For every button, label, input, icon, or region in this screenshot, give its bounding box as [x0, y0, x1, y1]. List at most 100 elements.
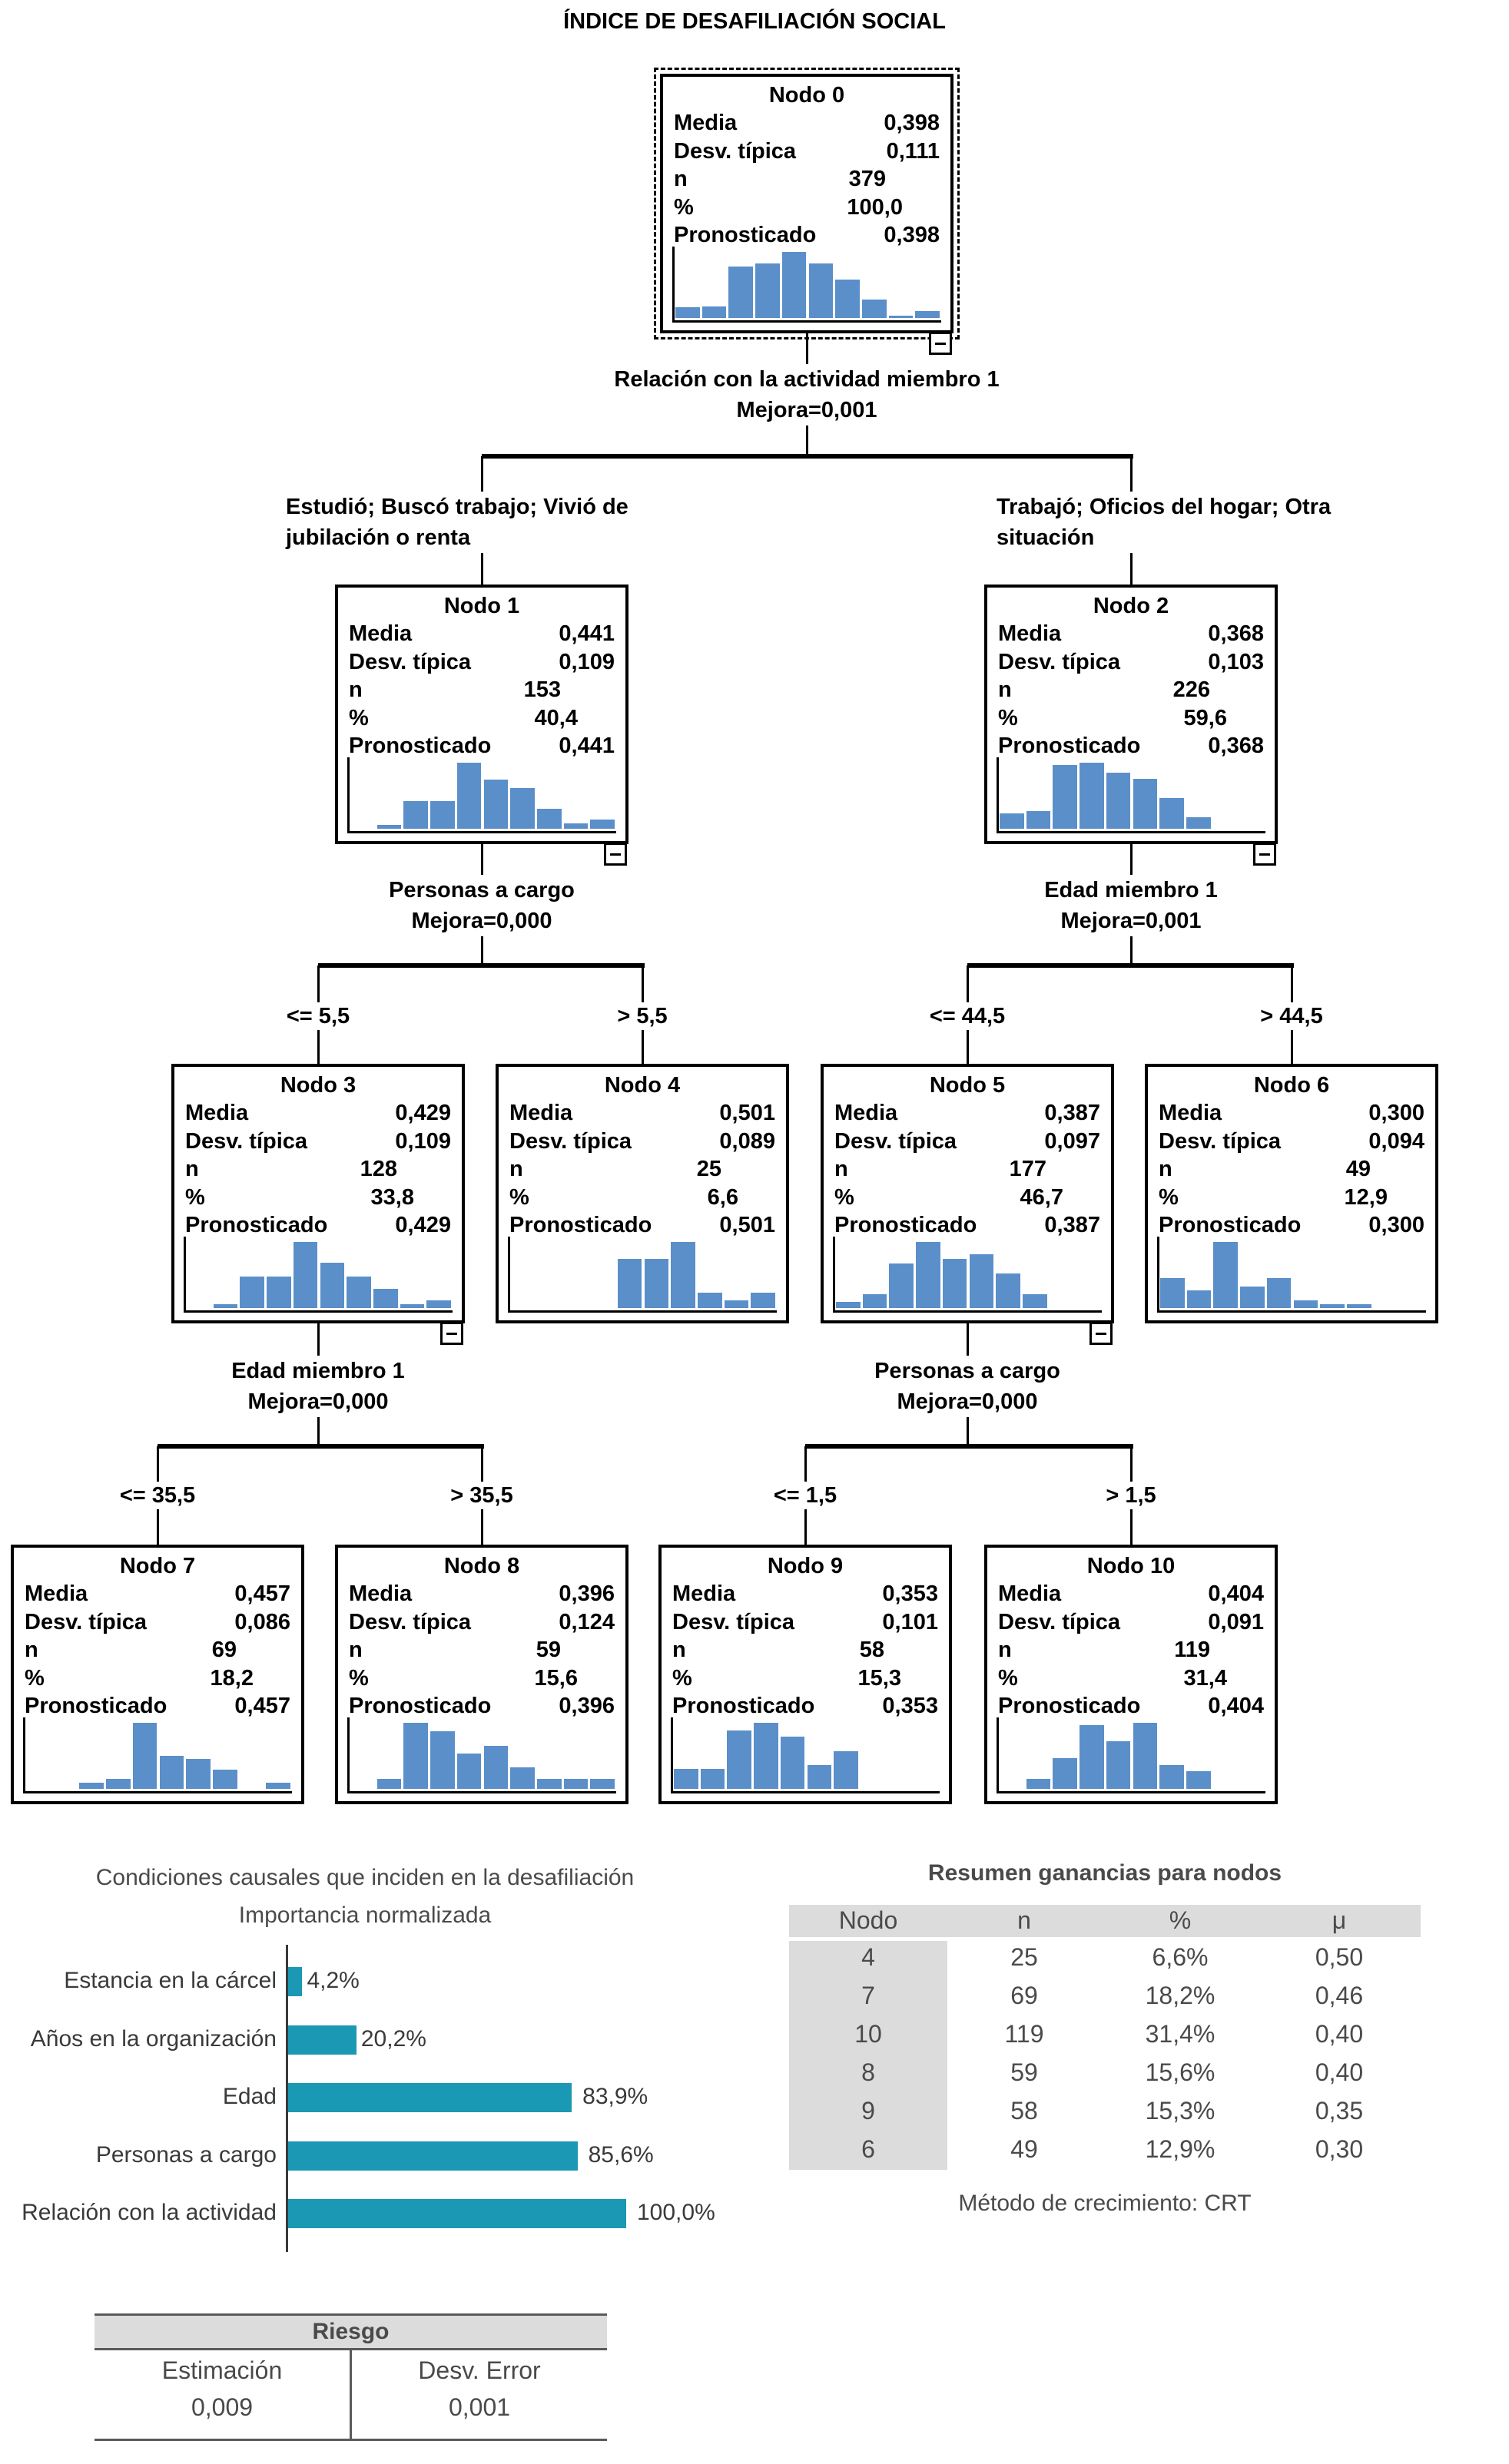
node-stat-value: 18,2: [210, 1665, 254, 1691]
node-title: Nodo 9: [767, 1554, 844, 1578]
node-title: Nodo 6: [1253, 1073, 1330, 1098]
node-stat-row-std: Desv. típica 0,124: [349, 1610, 615, 1638]
node-stat-label: Media: [185, 1101, 249, 1125]
node-histogram: [997, 757, 1265, 833]
split-improvement: Mejora=0,001: [1060, 909, 1202, 933]
node-stat-row-n: n 49: [1159, 1157, 1424, 1184]
histogram-bar: [320, 1262, 345, 1308]
histogram-bar: [266, 1783, 290, 1789]
node-stat-value: 0,368: [1208, 621, 1264, 646]
node-stat-row-predicted: Pronosticado 0,387: [834, 1213, 1100, 1240]
collapse-node-button[interactable]: [1253, 843, 1276, 866]
tree-node-0[interactable]: Nodo 0 Media 0,398 Desv. típica 0,111 n 379% 10…: [660, 74, 953, 333]
node-stat-label: n: [998, 1638, 1012, 1662]
tree-node-8[interactable]: Nodo 8 Media 0,396 Desv. típica 0,124 n 59% 15,…: [335, 1545, 628, 1804]
collapse-node-button[interactable]: [604, 843, 627, 866]
tree-node-5[interactable]: Nodo 5 Media 0,387 Desv. típica 0,097 n 177% 46…: [821, 1064, 1114, 1323]
node-stat-label: Pronosticado: [672, 1694, 815, 1718]
importance-chart-subtitle: Importancia normalizada: [238, 1903, 492, 1928]
histogram-bar: [617, 1258, 642, 1308]
node-title: Nodo 2: [1093, 594, 1169, 618]
tree-title: ÍNDICE DE DESAFILIACIÓN SOCIAL: [563, 9, 946, 34]
histogram-bar: [430, 800, 455, 829]
split-improvement: Mejora=0,001: [736, 398, 877, 422]
tree-node-3[interactable]: Nodo 3 Media 0,429 Desv. típica 0,109 n 128% 33…: [171, 1064, 465, 1323]
node-stat-label: Desv. típica: [674, 138, 797, 164]
histogram-bar: [400, 1303, 425, 1308]
node-stat-row-predicted: Pronosticado 0,429: [185, 1213, 451, 1240]
node-stat-row-mean: Media 0,404: [998, 1581, 1264, 1609]
node-stat-label: n: [1159, 1157, 1172, 1181]
gains-cell: 59: [1010, 2058, 1038, 2086]
tree-node-9[interactable]: Nodo 9 Media 0,353 Desv. típica 0,101 n 58% 15,…: [658, 1545, 952, 1804]
histogram-bar: [159, 1756, 184, 1789]
node-stat-label: %: [672, 1665, 692, 1691]
split-improvement: Mejora=0,000: [411, 909, 552, 933]
histogram-bar: [590, 1779, 615, 1789]
node-histogram: [508, 1237, 777, 1313]
tree-node-6[interactable]: Nodo 6 Media 0,300 Desv. típica 0,094 n 49% 12,…: [1145, 1064, 1438, 1323]
histogram-bar: [861, 299, 887, 318]
histogram-bar: [403, 800, 429, 829]
risk-table-divider: [350, 2350, 352, 2441]
histogram-bar: [456, 1754, 482, 1789]
histogram-bar: [510, 787, 535, 829]
tree-node-1[interactable]: Nodo 1 Media 0,441 Desv. típica 0,109 n 153% 40…: [335, 585, 628, 844]
histogram-bar: [347, 1276, 371, 1308]
node-stat-label: Pronosticado: [509, 1213, 652, 1237]
collapse-node-button[interactable]: [929, 332, 952, 355]
node-stat-value: 0,404: [1208, 1694, 1264, 1718]
gains-row-node: 9: [861, 2097, 875, 2125]
branch-condition: > 1,5: [1062, 1482, 1200, 1509]
node-stat-value: 0,111: [886, 138, 940, 164]
node-stat-row-std: Desv. típica 0,109: [349, 650, 615, 677]
node-stat-row-n: n 128: [185, 1157, 451, 1184]
histogram-bar: [1000, 813, 1024, 829]
node-stat-value: 0,353: [882, 1581, 938, 1606]
node-stat-label: Media: [672, 1581, 736, 1606]
importance-bar: [288, 2199, 626, 2228]
node-stat-row-std: Desv. típica 0,101: [672, 1610, 938, 1638]
histogram-bar: [563, 1779, 589, 1789]
tree-node-7[interactable]: Nodo 7 Media 0,457 Desv. típica 0,086 n 69% 18,…: [11, 1545, 304, 1804]
node-stat-value: 0,441: [559, 621, 615, 646]
gains-cell: 119: [1004, 2020, 1044, 2048]
histogram-bar: [1159, 1765, 1184, 1789]
node-stat-row-predicted: Pronosticado 0,396: [349, 1694, 615, 1721]
collapse-node-button[interactable]: [440, 1322, 463, 1345]
node-stat-value: 0,429: [395, 1213, 451, 1237]
histogram-bar: [916, 1242, 940, 1308]
node-stat-value: 0,387: [1044, 1213, 1100, 1237]
histogram-bar: [536, 809, 562, 829]
histogram-bar: [835, 280, 860, 318]
histogram-bar: [780, 1737, 805, 1789]
node-stat-value: 0,091: [1208, 1609, 1264, 1634]
histogram-bar: [1080, 763, 1104, 829]
collapse-node-button[interactable]: [1089, 1322, 1113, 1345]
gains-row-node: 8: [861, 2058, 875, 2086]
node-histogram: [1157, 1237, 1426, 1313]
node-stat-label: Pronosticado: [674, 223, 817, 247]
node-stat-value: 0,396: [559, 1694, 615, 1718]
tree-node-2[interactable]: Nodo 2 Media 0,368 Desv. típica 0,103 n 226% 59…: [984, 585, 1278, 844]
histogram-bar: [1186, 1770, 1211, 1789]
node-stat-label: Desv. típica: [25, 1609, 148, 1634]
node-stat-label: %: [349, 1665, 369, 1691]
node-stat-row-mean: Media 0,398: [674, 111, 940, 138]
node-stat-value: 0,501: [719, 1101, 775, 1125]
tree-node-4[interactable]: Nodo 4 Media 0,501 Desv. típica 0,089 n 25% 6,6…: [496, 1064, 789, 1323]
importance-value-label: 100,0%: [637, 2200, 715, 2225]
node-stat-value: 0,387: [1044, 1101, 1100, 1125]
risk-estimate-label: Estimación: [161, 2356, 283, 2384]
node-stat-value: 0,404: [1208, 1581, 1264, 1606]
importance-bar: [288, 2141, 578, 2171]
node-stat-row-pct: % 46,7: [834, 1185, 1100, 1213]
histogram-bar: [1133, 1723, 1158, 1789]
node-stat-row-n: n 226: [998, 677, 1264, 705]
risk-estimate-value: 0,009: [191, 2393, 254, 2421]
histogram-bar: [403, 1723, 429, 1789]
node-stat-label: Desv. típica: [998, 1609, 1121, 1634]
histogram-bar: [376, 824, 402, 829]
node-stat-label: %: [674, 194, 694, 220]
tree-node-10[interactable]: Nodo 10 Media 0,404 Desv. típica 0,091 n 119% 3…: [984, 1545, 1278, 1804]
